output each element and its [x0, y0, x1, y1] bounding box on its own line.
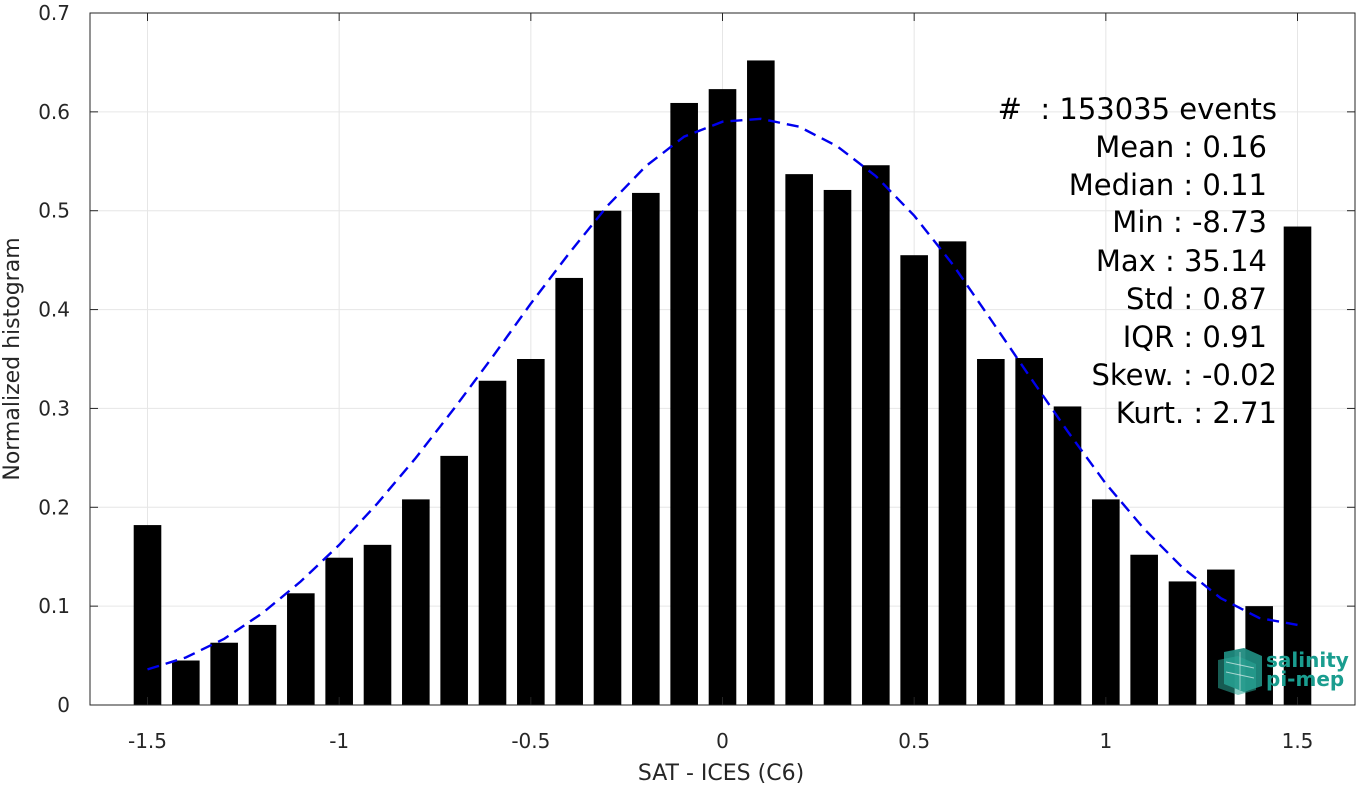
stat-iqr: IQR : 0.91 — [1123, 320, 1267, 354]
histogram-bar — [133, 525, 162, 705]
histogram-bar — [632, 192, 660, 706]
y-tick-label: 0.3 — [38, 396, 70, 420]
logo-text-pimep: pi-mep — [1266, 667, 1344, 691]
x-tick-label: -1 — [329, 729, 349, 753]
stat-median: Median : 0.11 — [1069, 168, 1267, 202]
x-ticks: -1.5 -1 -0.5 0 0.5 1 1.5 — [128, 13, 1313, 753]
histogram-bar — [900, 255, 928, 705]
x-tick-label: 1 — [1099, 729, 1112, 753]
x-tick-label: 0.5 — [898, 729, 930, 753]
stat-min: Min : -8.73 — [1112, 205, 1267, 239]
histogram-bar — [823, 189, 852, 705]
logo-mark-icon — [1218, 648, 1262, 695]
histogram-bar — [1130, 554, 1158, 705]
histogram-bar — [402, 499, 430, 705]
histogram-bar — [1283, 226, 1312, 705]
y-tick-label: 0.2 — [38, 495, 70, 519]
histogram-bar — [363, 544, 392, 705]
bars — [133, 60, 1312, 706]
histogram-bar — [478, 380, 507, 705]
y-ticks: 0 0.1 0.2 0.3 0.4 0.5 0.6 0.7 — [38, 1, 1355, 717]
histogram-bar — [862, 165, 890, 706]
y-axis-label: Normalized histogram — [0, 237, 25, 480]
x-tick-label: 1.5 — [1282, 729, 1314, 753]
histogram-bar — [248, 624, 277, 705]
gaussian-fit-line — [147, 117, 1298, 671]
logo-text-salinity: salinity — [1266, 648, 1349, 672]
stat-mean: Mean : 0.16 — [1095, 130, 1267, 164]
histogram-bar — [1015, 358, 1043, 705]
y-tick-label: 0.1 — [38, 594, 70, 618]
stats-annotation: # : 153035 events Mean : 0.16 Median : 0… — [998, 92, 1277, 430]
histogram-bar — [785, 174, 813, 705]
histogram-bar — [1168, 581, 1197, 705]
y-tick-label: 0.5 — [38, 199, 70, 223]
histogram-bar — [938, 241, 967, 706]
stat-std: Std : 0.87 — [1126, 282, 1267, 316]
histogram-bar — [517, 359, 545, 705]
y-tick-label: 0.7 — [38, 1, 70, 25]
y-tick-label: 0.6 — [38, 100, 70, 124]
histogram-bar — [440, 455, 468, 705]
x-tick-label: 0 — [716, 729, 729, 753]
histogram-bar — [593, 210, 622, 705]
histogram-bar — [555, 277, 583, 705]
histogram-bar — [708, 89, 737, 706]
histogram-bar — [1092, 499, 1120, 705]
histogram-bar — [747, 60, 775, 706]
stat-skewness: Skew. : -0.02 — [1091, 358, 1277, 392]
histogram-bar — [210, 642, 238, 705]
x-axis-label: SAT - ICES (C6) — [638, 761, 804, 785]
histogram-bar — [1053, 406, 1082, 705]
y-tick-label: 0 — [57, 693, 70, 717]
histogram-bar — [670, 102, 698, 705]
histogram-bar — [287, 593, 315, 705]
x-tick-label: -1.5 — [128, 729, 167, 753]
y-tick-label: 0.4 — [38, 298, 70, 322]
stat-kurtosis: Kurt. : 2.71 — [1116, 396, 1277, 430]
stat-events: # : 153035 events — [998, 92, 1277, 126]
histogram-bar — [172, 660, 200, 705]
histogram-bar — [325, 557, 353, 705]
stat-max: Max : 35.14 — [1096, 244, 1267, 278]
x-tick-label: -0.5 — [511, 729, 550, 753]
histogram-bar — [977, 359, 1005, 705]
salinity-pimep-logo: salinity pi-mep — [1218, 648, 1349, 695]
